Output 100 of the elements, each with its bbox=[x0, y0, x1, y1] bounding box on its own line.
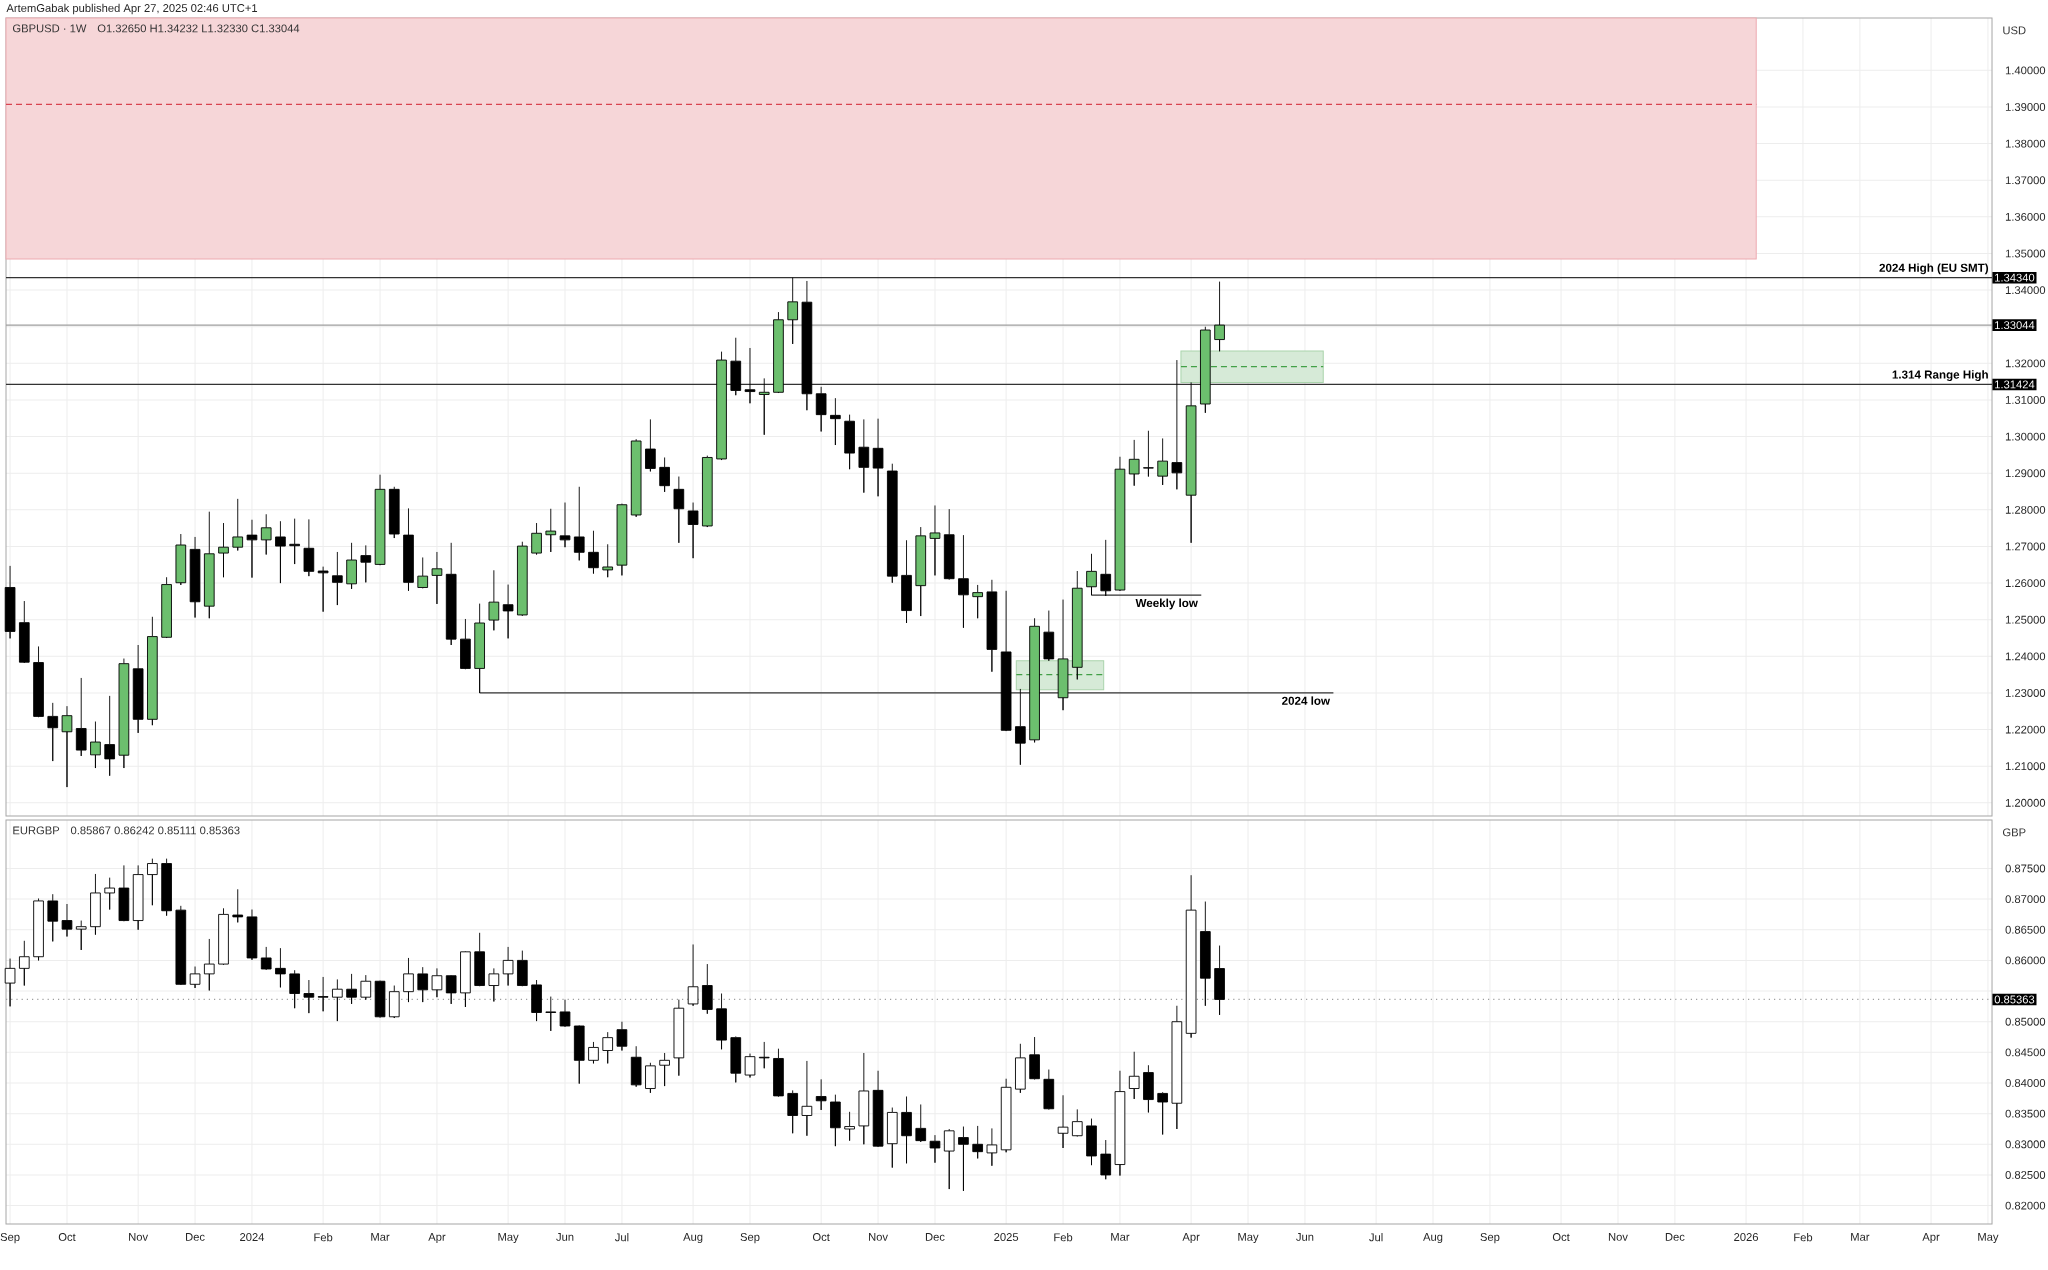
x-tick-label: Sep bbox=[0, 1233, 20, 1244]
x-tick-label: Oct bbox=[812, 1233, 830, 1241]
candlestick bbox=[673, 999, 685, 1077]
candlestick bbox=[801, 280, 813, 411]
candlestick bbox=[47, 702, 59, 762]
y-tick-label: 1.25000 bbox=[2005, 615, 2046, 624]
candlestick bbox=[47, 893, 59, 942]
candlestick bbox=[616, 503, 628, 576]
candlestick bbox=[559, 999, 571, 1028]
y-tick-label: 1.38000 bbox=[2005, 139, 2046, 148]
candlestick bbox=[75, 677, 87, 757]
candlestick bbox=[673, 476, 685, 544]
candlestick bbox=[659, 1052, 670, 1087]
candlestick bbox=[1171, 359, 1183, 490]
candlestick bbox=[559, 502, 571, 548]
candlestick bbox=[531, 979, 542, 1022]
chart-subtitle: 0.85867 0.86242 0.85111 0.85363 bbox=[70, 826, 240, 835]
x-tick-label: Dec bbox=[925, 1233, 945, 1241]
candlestick bbox=[346, 542, 357, 590]
annotation: 2024 low bbox=[1282, 696, 1331, 705]
candlestick bbox=[346, 973, 357, 1005]
candlestick bbox=[1043, 610, 1055, 662]
candlestick bbox=[388, 985, 400, 1019]
y-tick-label: 1.30000 bbox=[2005, 432, 2046, 441]
candlestick bbox=[573, 486, 585, 561]
candlestick bbox=[744, 347, 756, 404]
candlestick bbox=[61, 705, 73, 788]
x-tick-label: Jul bbox=[1369, 1233, 1383, 1242]
y-tick-label: 1.35000 bbox=[2005, 249, 2046, 258]
candlestick bbox=[104, 877, 116, 910]
x-tick-label: Mar bbox=[1111, 1233, 1130, 1241]
candlestick bbox=[360, 544, 372, 583]
candlestick bbox=[929, 505, 941, 576]
candlestick bbox=[801, 1060, 813, 1137]
candlestick bbox=[161, 576, 172, 639]
candlestick bbox=[4, 958, 16, 1007]
candlestick bbox=[872, 418, 884, 497]
candlestick bbox=[104, 695, 115, 777]
x-tick-label: May bbox=[498, 1233, 519, 1244]
ref-line-label: 1.31424 bbox=[1995, 380, 2035, 389]
candlestick bbox=[758, 1041, 770, 1069]
x-tick-label: Apr bbox=[1182, 1233, 1200, 1244]
candlestick bbox=[545, 996, 557, 1032]
candlestick bbox=[915, 526, 927, 617]
candlestick bbox=[716, 351, 727, 461]
candlestick bbox=[1128, 1051, 1140, 1100]
x-tick-label: May bbox=[1238, 1233, 1259, 1244]
candlestick bbox=[75, 920, 87, 951]
candlestick bbox=[1214, 945, 1225, 1016]
candlestick bbox=[1043, 1069, 1055, 1110]
candlestick bbox=[90, 721, 101, 769]
candlestick bbox=[958, 1126, 969, 1192]
candlestick bbox=[929, 1134, 941, 1164]
candlestick bbox=[18, 600, 30, 664]
candlestick bbox=[872, 1070, 884, 1148]
candlestick bbox=[1071, 570, 1083, 680]
candlestick bbox=[1214, 281, 1225, 352]
candlestick bbox=[659, 457, 670, 493]
y-tick-label: 1.32000 bbox=[2005, 359, 2046, 368]
y-tick-label: 1.34000 bbox=[2005, 286, 2046, 295]
annotation: 1.314 Range High bbox=[1892, 370, 1988, 382]
candlestick bbox=[246, 519, 258, 579]
candlestick bbox=[616, 1021, 628, 1051]
candlestick bbox=[645, 1062, 656, 1094]
candlestick bbox=[1100, 539, 1112, 597]
ref-line-label: 0.85363 bbox=[1994, 995, 2035, 1004]
candlestick bbox=[1157, 1091, 1168, 1135]
x-tick-label: Nov bbox=[869, 1233, 888, 1241]
candlestick bbox=[317, 566, 329, 613]
y-tick-label: 0.86000 bbox=[2005, 956, 2046, 965]
candlestick bbox=[915, 1104, 927, 1143]
candlestick bbox=[431, 551, 443, 605]
x-tick-label: Feb bbox=[1794, 1233, 1813, 1242]
candlestick bbox=[1143, 430, 1154, 477]
candlestick bbox=[147, 858, 158, 906]
candlestick bbox=[488, 967, 500, 1002]
y-tick-label: 1.21000 bbox=[2005, 762, 2046, 771]
candlestick bbox=[275, 947, 286, 988]
candlestick bbox=[630, 1045, 642, 1088]
y-tick-label: 1.28000 bbox=[2005, 505, 2046, 514]
candlestick bbox=[1086, 553, 1097, 596]
x-tick-label: Sep bbox=[1480, 1233, 1500, 1244]
candlestick bbox=[303, 518, 315, 577]
x-tick-label: May bbox=[1978, 1233, 1999, 1244]
candlestick bbox=[246, 909, 258, 961]
candlestick bbox=[531, 522, 542, 555]
candlestick bbox=[1015, 688, 1026, 766]
x-tick-label: 2024 bbox=[240, 1233, 265, 1241]
candlestick bbox=[943, 1128, 955, 1190]
candlestick bbox=[502, 584, 514, 639]
candlestick bbox=[90, 873, 101, 936]
candlestick bbox=[1071, 1108, 1083, 1137]
candlestick bbox=[232, 888, 244, 923]
x-tick-label: Dec bbox=[186, 1233, 205, 1241]
x-tick-label: Mar bbox=[371, 1233, 390, 1241]
candlestick bbox=[403, 507, 414, 592]
x-tick-label: Aug bbox=[1423, 1233, 1443, 1244]
candlestick bbox=[844, 1111, 855, 1142]
candlestick bbox=[886, 463, 898, 584]
y-tick-label: 1.26000 bbox=[2005, 579, 2046, 588]
